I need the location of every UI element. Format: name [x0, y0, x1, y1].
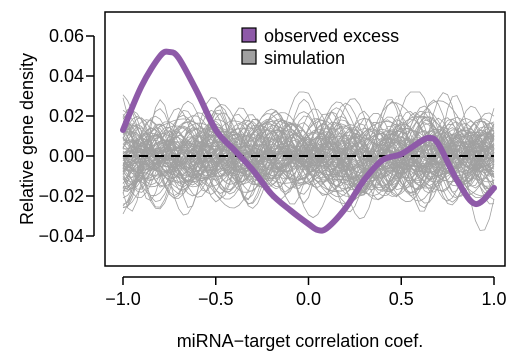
simulation-curve: [122, 91, 495, 215]
plot-frame: [104, 11, 506, 267]
observed-excess-line: [120, 48, 497, 234]
simulation-curve: [122, 105, 495, 193]
legend-label-observed: observed excess: [264, 26, 399, 46]
simulation-curve: [122, 97, 495, 220]
legend-label-simulation: simulation: [264, 48, 345, 68]
simulation-curve: [122, 118, 495, 197]
x-tick-label: −1.0: [105, 289, 141, 309]
x-tick-label: −0.5: [198, 289, 234, 309]
simulation-curve: [122, 111, 495, 204]
x-axis: −1.0 −0.5 0.0 0.5 1.0: [105, 276, 507, 309]
simulation-curve: [122, 136, 495, 173]
simulation-curve: [122, 114, 495, 203]
x-tick-label: 0.5: [389, 289, 414, 309]
simulation-curves: [122, 91, 495, 231]
simulation-curve: [122, 109, 495, 200]
simulation-curve: [122, 120, 495, 191]
y-axis-title: Relative gene density: [17, 53, 37, 225]
legend-swatch-simulation: [241, 49, 257, 65]
simulation-curve: [122, 121, 495, 192]
x-tick-label: 1.0: [481, 289, 506, 309]
y-tick-label: −0.04: [38, 226, 84, 246]
x-tick-label: 0.0: [296, 289, 321, 309]
y-axis: −0.04 −0.02 0.00 0.02 0.04 0.06: [38, 26, 95, 246]
y-tick-label: 0.06: [49, 26, 84, 46]
legend: observed excess simulation: [241, 26, 399, 68]
x-axis-title: miRNA−target correlation coef.: [177, 331, 424, 351]
y-tick-label: 0.04: [49, 66, 84, 86]
y-tick-label: −0.02: [38, 186, 84, 206]
simulation-curve: [122, 119, 495, 202]
simulation-curve: [122, 115, 495, 198]
simulation-curve: [122, 98, 495, 206]
y-tick-label: 0.00: [49, 146, 84, 166]
y-tick-label: 0.02: [49, 106, 84, 126]
simulation-curve: [122, 100, 495, 213]
legend-swatch-observed: [241, 27, 257, 43]
